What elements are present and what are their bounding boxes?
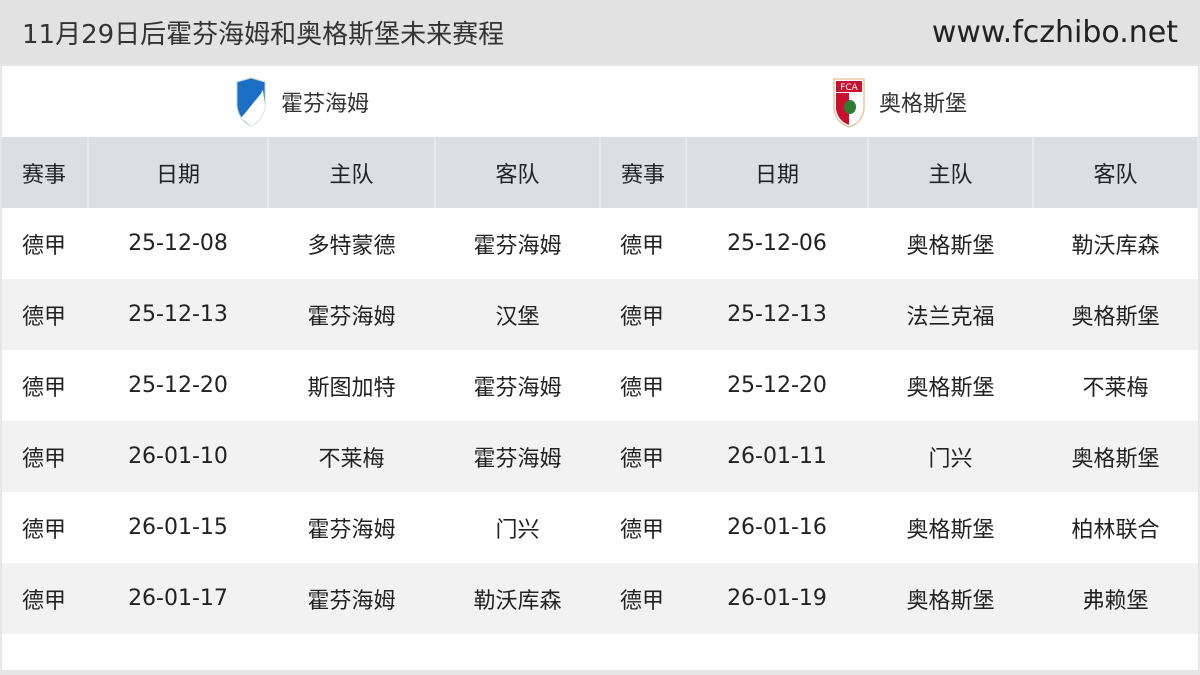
table-cell: 德甲: [620, 517, 665, 543]
table-cell: 德甲: [620, 233, 665, 259]
table-cell: 柏林联合: [1071, 517, 1160, 543]
table-cell: 霍芬海姆: [473, 233, 562, 259]
table-cell: 奥格斯堡: [906, 233, 995, 259]
table-cell: 霍芬海姆: [307, 517, 396, 543]
team-hoffenheim: 霍芬海姆: [2, 66, 600, 137]
table-cell: 25-12-13: [88, 279, 268, 350]
column-header: 赛事: [600, 137, 687, 208]
team-augsburg: FCA 奥格斯堡: [600, 66, 1198, 137]
table-cell: 德甲: [22, 375, 67, 401]
table-row: 德甲 25-12-13 霍芬海姆 汉堡 德甲 25-12-13 法兰克福 奥格斯堡: [2, 279, 1198, 350]
schedule-panel: 霍芬海姆 FCA 奥格斯堡 赛事 日期 主队 客队 赛事 日期 主队 客队 德甲 25-12-0…: [2, 66, 1199, 670]
table-cell: 25-12-06: [727, 231, 827, 256]
table-cell: 德甲: [22, 233, 67, 259]
table-cell: 25-12-13: [686, 279, 868, 350]
table-row: 德甲 26-01-10 不莱梅 霍芬海姆 德甲 26-01-11 门兴 奥格斯堡: [2, 421, 1198, 492]
table-cell: 26-01-17: [88, 563, 268, 634]
hoffenheim-crest-icon: [236, 76, 266, 127]
site-url[interactable]: www.fczhibo.net: [931, 14, 1178, 50]
table-cell: 26-01-16: [727, 515, 827, 540]
table-cell: 勒沃库森: [435, 563, 600, 634]
table-cell: 霍芬海姆: [435, 421, 600, 492]
table-cell: 门兴: [495, 517, 540, 543]
table-cell: 25-12-20: [727, 373, 827, 398]
table-cell: 奥格斯堡: [868, 563, 1033, 634]
table-cell: 26-01-19: [686, 563, 868, 634]
svg-text:FCA: FCA: [840, 83, 858, 93]
column-header: 日期: [88, 137, 269, 208]
table-cell: 德甲: [2, 279, 88, 350]
table-cell: 26-01-10: [88, 421, 268, 492]
title-bar: 11月29日后霍芬海姆和奥格斯堡未来赛程 www.fczhibo.net: [0, 0, 1200, 64]
table-cell: 德甲: [600, 563, 686, 634]
table-row: 德甲 25-12-08 多特蒙德 霍芬海姆 德甲 25-12-06 奥格斯堡 勒沃库森: [2, 208, 1198, 279]
table-cell: 德甲: [620, 375, 665, 401]
column-header: 日期: [686, 137, 869, 208]
team-name: 霍芬海姆: [280, 91, 369, 117]
table-row: 德甲 26-01-15 霍芬海姆 门兴 德甲 26-01-16 奥格斯堡 柏林联合: [2, 492, 1198, 563]
table-cell: 勒沃库森: [1071, 233, 1160, 259]
table-cell: 多特蒙德: [307, 233, 396, 259]
table-cell: 霍芬海姆: [268, 279, 435, 350]
column-header: 主队: [868, 137, 1034, 208]
augsburg-crest-icon: FCA: [833, 77, 865, 128]
table-cell: 霍芬海姆: [473, 375, 562, 401]
table-cell: 25-12-08: [128, 231, 228, 256]
page-title: 11月29日后霍芬海姆和奥格斯堡未来赛程: [22, 19, 505, 50]
table-cell: 汉堡: [435, 279, 600, 350]
table-cell: 奥格斯堡: [1033, 279, 1198, 350]
column-header: 主队: [268, 137, 436, 208]
table-cell: 斯图加特: [307, 375, 396, 401]
table-cell: 德甲: [2, 421, 88, 492]
table-cell: 26-01-15: [128, 515, 228, 540]
table-cell: 德甲: [600, 421, 686, 492]
table-cell: 法兰克福: [868, 279, 1033, 350]
table-row: 德甲 25-12-20 斯图加特 霍芬海姆 德甲 25-12-20 奥格斯堡 不莱梅: [2, 350, 1198, 421]
table-row: 德甲 26-01-17 霍芬海姆 勒沃库森 德甲 26-01-19 奥格斯堡 弗赖堡: [2, 563, 1198, 634]
table-cell: 26-01-11: [686, 421, 868, 492]
table-cell: 25-12-20: [128, 373, 228, 398]
schedule-table: 赛事 日期 主队 客队 赛事 日期 主队 客队 德甲 25-12-08 多特蒙德 霍芬海姆 德甲 25-…: [2, 137, 1199, 634]
table-cell: 德甲: [22, 517, 67, 543]
table-cell: 不莱梅: [268, 421, 435, 492]
column-header: 赛事: [2, 137, 89, 208]
table-cell: 奥格斯堡: [906, 517, 995, 543]
table-cell: 不莱梅: [1082, 375, 1149, 401]
table-cell: 霍芬海姆: [268, 563, 435, 634]
table-cell: 弗赖堡: [1033, 563, 1198, 634]
column-header: 客队: [1033, 137, 1199, 208]
table-cell: 奥格斯堡: [1033, 421, 1198, 492]
team-name: 奥格斯堡: [878, 91, 967, 117]
table-cell: 门兴: [868, 421, 1033, 492]
table-cell: 德甲: [600, 279, 686, 350]
table-cell: 德甲: [2, 563, 88, 634]
column-header: 客队: [435, 137, 601, 208]
table-cell: 奥格斯堡: [906, 375, 995, 401]
